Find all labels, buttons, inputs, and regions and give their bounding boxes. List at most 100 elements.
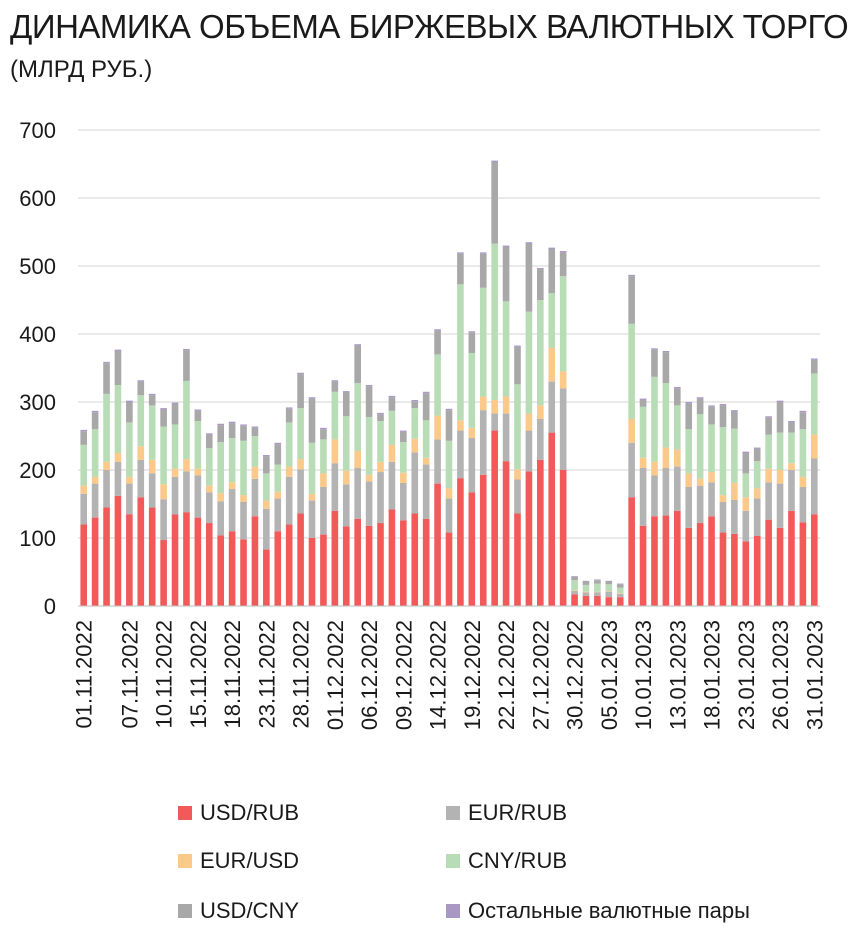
bar-segment-eurrub-41 [548, 381, 556, 433]
bar-segment--31 [434, 329, 441, 331]
chart-subtitle: (МЛРД РУБ.) [10, 56, 153, 83]
bar-segment-cnyrub-20 [308, 442, 316, 494]
bar-segment-cnyrub-23 [342, 416, 350, 471]
bar-segment--19 [297, 372, 304, 375]
bar-segment-eurrub-1 [91, 483, 99, 518]
bar-segment-eurusd-54 [696, 478, 704, 486]
bar-segment-eurusd-28 [400, 472, 407, 483]
bar-segment-usdrub-54 [696, 523, 704, 606]
bar-segment--35 [479, 252, 487, 254]
bar-segment-eurusd-58 [742, 497, 750, 511]
bar-segment-eurusd-62 [788, 463, 795, 470]
bar-segment-eurrub-18 [285, 476, 293, 525]
x-tick-label: 01.11.2022 [72, 620, 97, 728]
bar-segment-eurrub-19 [297, 469, 304, 514]
bar-segment-cnyrub-0 [80, 444, 88, 486]
bar-segment--61 [776, 400, 784, 402]
bar-segment-eurrub-62 [788, 470, 795, 511]
x-tick-label: 22.12.2022 [494, 620, 519, 730]
bar-segment--42 [559, 251, 567, 253]
bar-segment-usdrub-55 [708, 516, 715, 606]
bar-segment-eurusd-42 [559, 371, 567, 389]
bar-segment--33 [457, 252, 464, 254]
bar-segment-eurusd-22 [331, 439, 339, 464]
bar-segment-eurrub-20 [308, 500, 316, 538]
bar-segment-eurrub-31 [434, 439, 441, 484]
bar-segment-eurusd-31 [434, 415, 441, 440]
bar-segment--0 [80, 429, 88, 432]
bar-segment-usdcny-42 [559, 252, 567, 277]
bar-segment-usdcny-40 [537, 269, 544, 300]
bar-segment-usdcny-29 [411, 401, 419, 409]
bar-segment--39 [525, 242, 533, 244]
bar-segment-usdcny-8 [171, 404, 179, 425]
bar-segment--57 [731, 410, 738, 412]
bar-segment-usdrub-41 [548, 432, 556, 606]
bar-segment-usdcny-57 [731, 411, 738, 429]
bar-segment-cnyrub-52 [674, 405, 681, 450]
bar-segment-usdrub-31 [434, 483, 441, 606]
y-tick-label: 700 [19, 118, 56, 143]
bar-segment-eurusd-7 [160, 484, 167, 500]
bar-segment-usdcny-16 [263, 456, 270, 474]
bar-segment-eurrub-42 [559, 388, 567, 470]
bar-segment-cnyrub-7 [160, 426, 167, 485]
bar-segment-eurusd-20 [308, 493, 316, 501]
bar-segment-eurusd-14 [240, 495, 247, 502]
bar-segment-cnyrub-45 [594, 583, 601, 592]
x-tick-label: 23.11.2022 [254, 620, 279, 728]
bar-segment--50 [651, 348, 658, 350]
bar-segment-usdcny-28 [400, 431, 407, 443]
bar-segment-usdrub-12 [217, 535, 224, 606]
bar-segment-usdcny-48 [628, 276, 635, 324]
bar-segment-eurrub-34 [468, 438, 476, 493]
bar-segment-eurrub-37 [502, 413, 510, 462]
bar-segment-cnyrub-16 [263, 473, 270, 501]
x-tick-label: 10.01.2023 [631, 620, 656, 730]
bar-segment-cnyrub-56 [719, 427, 727, 496]
bar-segment-usdrub-25 [365, 525, 373, 606]
bar-segment-usdrub-22 [331, 510, 339, 606]
bar-segment-usdrub-49 [639, 525, 647, 606]
bar-segment-cnyrub-21 [320, 439, 327, 474]
bar-segment-usdcny-19 [297, 374, 304, 409]
bar-segment-cnyrub-41 [548, 293, 556, 348]
bar-segment-usdcny-9 [183, 350, 190, 381]
bar-segment-eurrub-23 [342, 484, 350, 527]
bar-segment-eurusd-56 [719, 495, 727, 502]
bar-segment-usdrub-60 [765, 519, 772, 606]
x-tick-label: 23.01.2023 [734, 620, 759, 730]
bar-segment--18 [285, 407, 293, 409]
bar-segment-usdcny-43 [571, 576, 578, 581]
bar-segment--5 [137, 380, 145, 382]
bar-segment--34 [468, 331, 476, 333]
bar-segment--41 [548, 247, 556, 249]
bar-segment--40 [537, 268, 544, 270]
bar-segment-usdrub-3 [114, 495, 122, 606]
bar-segment-usdcny-20 [308, 398, 316, 443]
bar-segment-cnyrub-3 [114, 385, 122, 453]
bar-segment-usdcny-36 [491, 161, 498, 244]
legend-label: USD/CNY [200, 898, 300, 923]
bar-segment--6 [148, 393, 156, 396]
bar-segment-usdcny-49 [639, 399, 647, 407]
x-tick-label: 09.12.2022 [391, 620, 416, 730]
bar-segment-eurusd-26 [377, 461, 384, 473]
bar-segment-cnyrub-34 [468, 353, 476, 428]
bar-segment--47 [616, 583, 624, 585]
bar-segment-usdrub-52 [674, 510, 681, 606]
bar-segment-cnyrub-50 [651, 376, 658, 462]
bar-segment-usdcny-64 [810, 359, 818, 374]
bar-segment-eurrub-32 [445, 498, 453, 533]
legend-item: EUR/USD [178, 848, 299, 874]
bar-segment-eurrub-14 [240, 501, 247, 540]
bar-segment-usdrub-61 [776, 527, 784, 606]
bar-segment-eurusd-30 [422, 457, 430, 465]
bar-segment--16 [263, 455, 270, 457]
x-tick-label: 30.12.2022 [563, 620, 588, 730]
bar-segment-eurusd-17 [274, 491, 282, 499]
bar-segment-eurusd-55 [708, 472, 715, 483]
bar-segment-cnyrub-2 [103, 393, 110, 462]
bar-segment-usdrub-33 [457, 478, 464, 606]
bar-segment--46 [605, 580, 613, 582]
